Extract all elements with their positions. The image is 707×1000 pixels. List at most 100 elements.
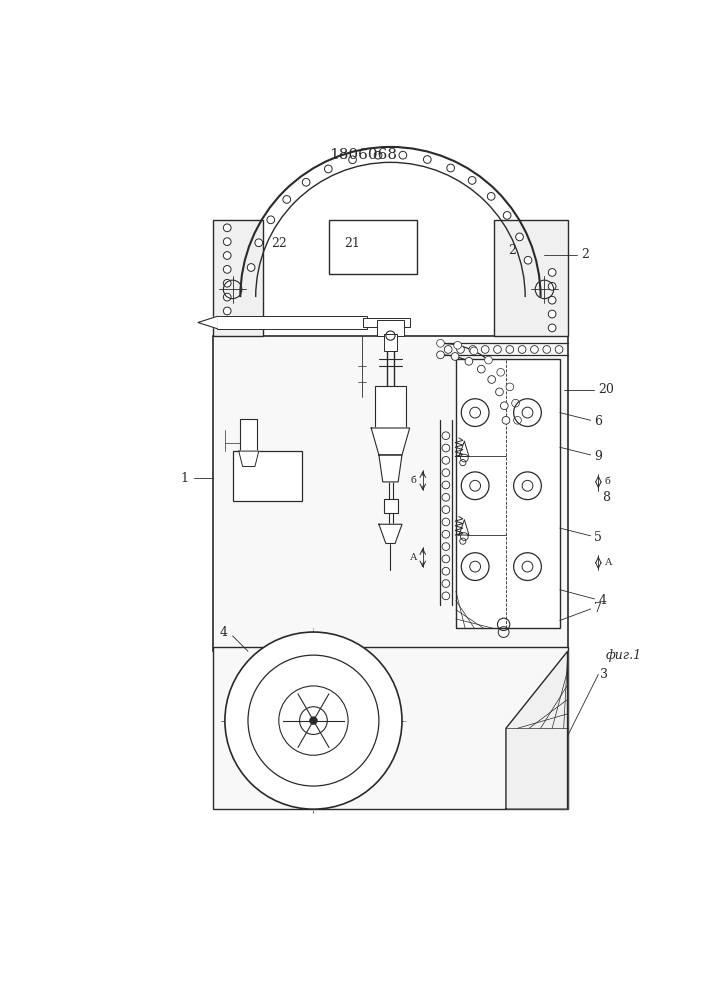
Circle shape: [223, 293, 231, 301]
Text: 1: 1: [181, 472, 189, 485]
Circle shape: [442, 518, 450, 526]
Circle shape: [223, 266, 231, 273]
Circle shape: [442, 555, 450, 563]
Text: 21: 21: [344, 237, 360, 250]
Circle shape: [502, 416, 510, 424]
Circle shape: [493, 346, 501, 353]
Circle shape: [469, 346, 477, 353]
Circle shape: [442, 456, 450, 464]
Text: 1806068: 1806068: [329, 148, 397, 162]
Circle shape: [488, 376, 496, 383]
Circle shape: [349, 156, 356, 164]
Circle shape: [524, 256, 532, 264]
Circle shape: [247, 264, 255, 271]
Bar: [456, 359, 560, 628]
Text: 4: 4: [219, 626, 227, 639]
Polygon shape: [371, 428, 409, 455]
Text: А: А: [410, 553, 417, 562]
Text: б: б: [411, 476, 416, 485]
Bar: [214, 647, 568, 809]
Circle shape: [447, 164, 455, 172]
Bar: [214, 336, 568, 651]
Text: б: б: [604, 477, 610, 486]
Circle shape: [300, 707, 327, 734]
Circle shape: [497, 368, 505, 376]
Circle shape: [518, 346, 526, 353]
Circle shape: [442, 469, 450, 477]
Bar: [377, 320, 404, 336]
Text: 22: 22: [271, 237, 286, 250]
Text: А: А: [604, 558, 612, 567]
Bar: [233, 451, 302, 501]
Circle shape: [223, 238, 231, 246]
Circle shape: [225, 632, 402, 809]
Circle shape: [255, 239, 262, 247]
Circle shape: [465, 357, 473, 365]
Circle shape: [487, 193, 495, 200]
Circle shape: [248, 655, 379, 786]
Text: фиг.1: фиг.1: [606, 649, 642, 662]
Circle shape: [279, 686, 348, 755]
Circle shape: [468, 177, 476, 184]
Circle shape: [549, 324, 556, 332]
Circle shape: [543, 346, 551, 353]
Polygon shape: [379, 524, 402, 544]
Circle shape: [481, 346, 489, 353]
Circle shape: [223, 252, 231, 259]
Bar: [363, 318, 409, 327]
Bar: [329, 220, 417, 274]
Circle shape: [451, 353, 459, 360]
Bar: [494, 220, 568, 336]
Circle shape: [442, 580, 450, 587]
Circle shape: [496, 388, 503, 396]
Circle shape: [223, 307, 231, 315]
Circle shape: [374, 151, 382, 159]
Polygon shape: [239, 451, 259, 466]
Circle shape: [454, 341, 462, 349]
Circle shape: [501, 402, 508, 410]
Text: 7: 7: [595, 602, 602, 615]
Circle shape: [442, 506, 450, 513]
Bar: [214, 220, 264, 336]
Polygon shape: [379, 455, 402, 482]
Circle shape: [325, 165, 332, 173]
Circle shape: [310, 717, 317, 724]
Circle shape: [303, 178, 310, 186]
Circle shape: [442, 567, 450, 575]
Circle shape: [506, 346, 514, 353]
Circle shape: [442, 432, 450, 440]
Circle shape: [442, 592, 450, 600]
Text: 5: 5: [595, 531, 602, 544]
Circle shape: [283, 196, 291, 203]
Bar: [240, 419, 257, 451]
Text: 9: 9: [595, 450, 602, 463]
Circle shape: [442, 493, 450, 501]
Text: 2: 2: [508, 244, 516, 257]
Circle shape: [442, 481, 450, 489]
Circle shape: [549, 269, 556, 276]
Circle shape: [444, 346, 452, 353]
Circle shape: [503, 212, 511, 219]
Text: 4: 4: [598, 594, 607, 607]
Circle shape: [477, 365, 485, 373]
Circle shape: [437, 351, 444, 359]
Text: 8: 8: [602, 491, 610, 504]
Circle shape: [399, 151, 407, 159]
Circle shape: [485, 356, 492, 364]
Circle shape: [223, 224, 231, 232]
Circle shape: [457, 346, 464, 353]
Polygon shape: [198, 316, 217, 329]
Text: 6: 6: [595, 415, 602, 428]
Circle shape: [423, 156, 431, 163]
Circle shape: [512, 399, 520, 407]
Circle shape: [530, 346, 538, 353]
Circle shape: [549, 282, 556, 290]
Circle shape: [506, 383, 514, 391]
Circle shape: [442, 444, 450, 452]
Circle shape: [437, 339, 444, 347]
Circle shape: [223, 279, 231, 287]
Circle shape: [267, 216, 274, 224]
Text: 3: 3: [600, 668, 608, 681]
Circle shape: [555, 346, 563, 353]
Text: 2: 2: [581, 248, 589, 261]
